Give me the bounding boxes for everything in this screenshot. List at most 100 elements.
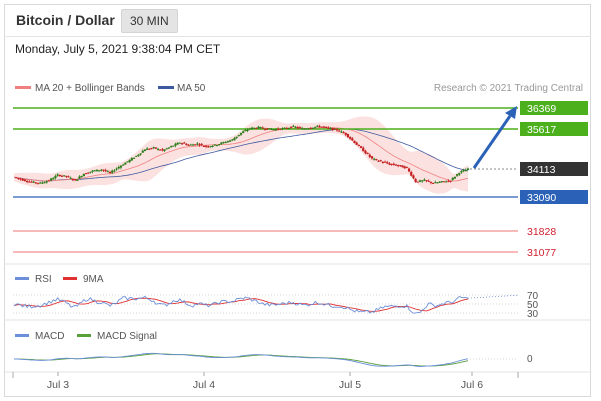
candle-body: [366, 152, 369, 154]
candle-body: [237, 134, 240, 136]
candle-body: [364, 150, 367, 154]
candle-body: [381, 162, 384, 164]
candle-body: [161, 149, 164, 151]
candle-body: [36, 182, 40, 184]
candle-body: [285, 128, 288, 130]
candle-body: [60, 175, 64, 177]
candle-body: [231, 139, 234, 141]
bollinger-band-area: [14, 116, 468, 194]
x-tick-label-jul6: Jul 6: [461, 379, 483, 391]
candle-body: [141, 150, 144, 153]
rsi-ma-legend-label: 9MA: [83, 274, 104, 285]
candle-body: [272, 129, 275, 131]
candle-body: [386, 162, 389, 164]
x-tick-label-jul5: Jul 5: [339, 379, 361, 391]
candle-body: [466, 168, 470, 171]
candle-body: [279, 128, 282, 130]
candle-body: [392, 163, 395, 165]
candle-body: [307, 128, 310, 130]
candle-body: [130, 158, 133, 161]
candle-body: [32, 181, 35, 183]
candle-body: [431, 182, 435, 184]
candle-body: [71, 179, 75, 181]
candle-body: [301, 128, 304, 130]
candle-body: [342, 132, 345, 134]
candle-body: [220, 142, 223, 145]
candle-body: [353, 140, 356, 144]
candle-body: [132, 157, 136, 159]
candle-body: [226, 141, 230, 143]
candle-body: [25, 180, 29, 182]
candle-body: [250, 127, 254, 129]
candle-body: [458, 173, 461, 175]
candle-body: [340, 131, 343, 133]
candle-body: [165, 148, 168, 150]
candle-body: [122, 164, 125, 166]
candle-body: [442, 181, 446, 183]
rsi-projection: [467, 294, 519, 299]
candle-body: [100, 169, 103, 171]
candle-body: [257, 126, 260, 129]
candle-body: [453, 176, 457, 179]
candle-body: [233, 138, 236, 141]
candle-body: [67, 176, 70, 178]
candle-body: [108, 172, 112, 174]
candle-body: [270, 129, 273, 131]
candle-body: [89, 171, 92, 173]
candle-body: [119, 165, 123, 168]
resistance-label-2-bg: [520, 122, 588, 136]
current-price-label-bg: [520, 162, 588, 176]
candle-body: [239, 132, 243, 135]
chart-header: Bitcoin / Dollar 30 MIN: [4, 4, 591, 37]
candle-body: [183, 142, 186, 144]
candle-body: [329, 128, 332, 130]
ma50-line: [13, 128, 469, 182]
candle-body: [283, 127, 286, 129]
candle-body: [58, 174, 61, 177]
candle-body: [429, 181, 432, 183]
candle-body: [50, 178, 53, 181]
support-label-bg: [520, 190, 588, 204]
candle-body: [156, 148, 160, 150]
candle-body: [351, 138, 354, 141]
candle-body: [244, 130, 247, 132]
candle-body: [314, 126, 317, 128]
candle-body: [294, 126, 297, 128]
candle-body: [242, 131, 245, 134]
research-credit: Research © 2021 Trading Central: [434, 83, 583, 94]
candle-body: [178, 142, 181, 144]
candle-body: [305, 128, 308, 130]
candle-body: [344, 132, 347, 135]
projection-arrow-shaft: [472, 115, 512, 169]
candle-body: [377, 160, 380, 162]
candle-body: [418, 180, 422, 182]
candle-body: [34, 182, 37, 184]
candle-body: [128, 159, 131, 162]
candle-body: [104, 170, 107, 172]
candle-body: [338, 130, 341, 132]
candle-body: [124, 162, 127, 165]
candle-body: [261, 127, 264, 129]
macd-signal-legend-label: MACD Signal: [97, 331, 157, 342]
candle-body: [388, 163, 391, 165]
candle-body: [290, 126, 293, 128]
candle-body: [370, 156, 374, 159]
timeframe-badge[interactable]: 30 MIN: [121, 9, 178, 33]
candle-body: [412, 175, 415, 179]
candle-body: [180, 143, 184, 145]
candle-body: [228, 140, 232, 142]
candle-body: [154, 147, 157, 149]
candle-body: [399, 165, 402, 167]
candle-body: [185, 143, 188, 146]
candle-body: [76, 179, 79, 181]
candle-body: [401, 165, 404, 168]
candle-body: [292, 125, 295, 127]
candle-body: [148, 148, 151, 150]
candle-body: [106, 171, 109, 173]
x-tick-label-jul4: Jul 4: [193, 379, 215, 391]
candle-body: [394, 164, 398, 166]
candle-body: [189, 144, 192, 146]
candle-body: [126, 161, 129, 163]
candle-body: [218, 144, 221, 146]
